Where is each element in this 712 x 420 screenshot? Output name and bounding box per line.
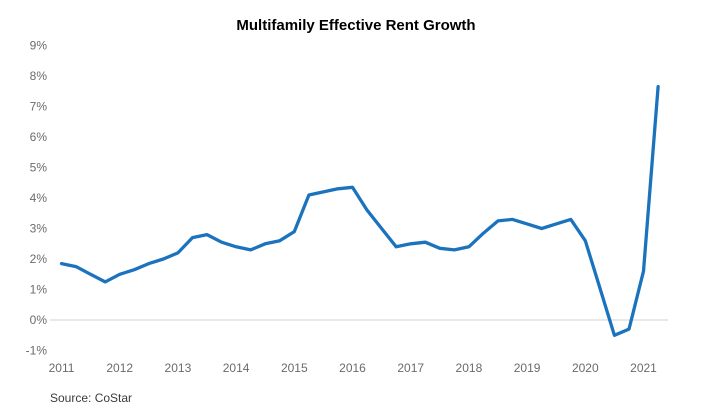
rent-growth-series-line [59,85,660,337]
x-axis-tick-label: 2014 [223,361,250,375]
x-axis-tick-label: 2016 [339,361,366,375]
x-axis-tick-label: 2018 [456,361,483,375]
x-axis-tick-label: 2017 [397,361,424,375]
y-axis-tick-label: 5% [30,161,48,175]
y-axis-tick-label: 4% [30,191,48,205]
y-axis-tick-label: 6% [30,130,48,144]
y-axis-tick-label: 0% [30,313,48,327]
y-axis-tick-label: 9% [30,39,48,53]
x-axis-tick-label: 2020 [572,361,599,375]
x-axis-tick-label: 2011 [49,361,75,375]
y-axis-tick-label: 7% [30,100,48,114]
y-axis-tick-label: 3% [30,222,48,236]
y-axis-tick-label: 8% [30,69,48,83]
y-axis-tick-label: -1% [26,344,48,358]
y-axis-tick-label: 2% [30,252,48,266]
x-axis-tick-label: 2015 [281,361,308,375]
chart-title: Multifamily Effective Rent Growth [236,17,476,34]
y-axis-tick-label: 1% [30,283,48,297]
x-axis-tick-label: 2021 [630,361,657,375]
x-axis-tick-label: 2013 [165,361,192,375]
source-note: Source: CoStar [50,391,133,405]
x-axis-tick-label: 2012 [106,361,133,375]
x-axis-tick-label: 2019 [514,361,541,375]
